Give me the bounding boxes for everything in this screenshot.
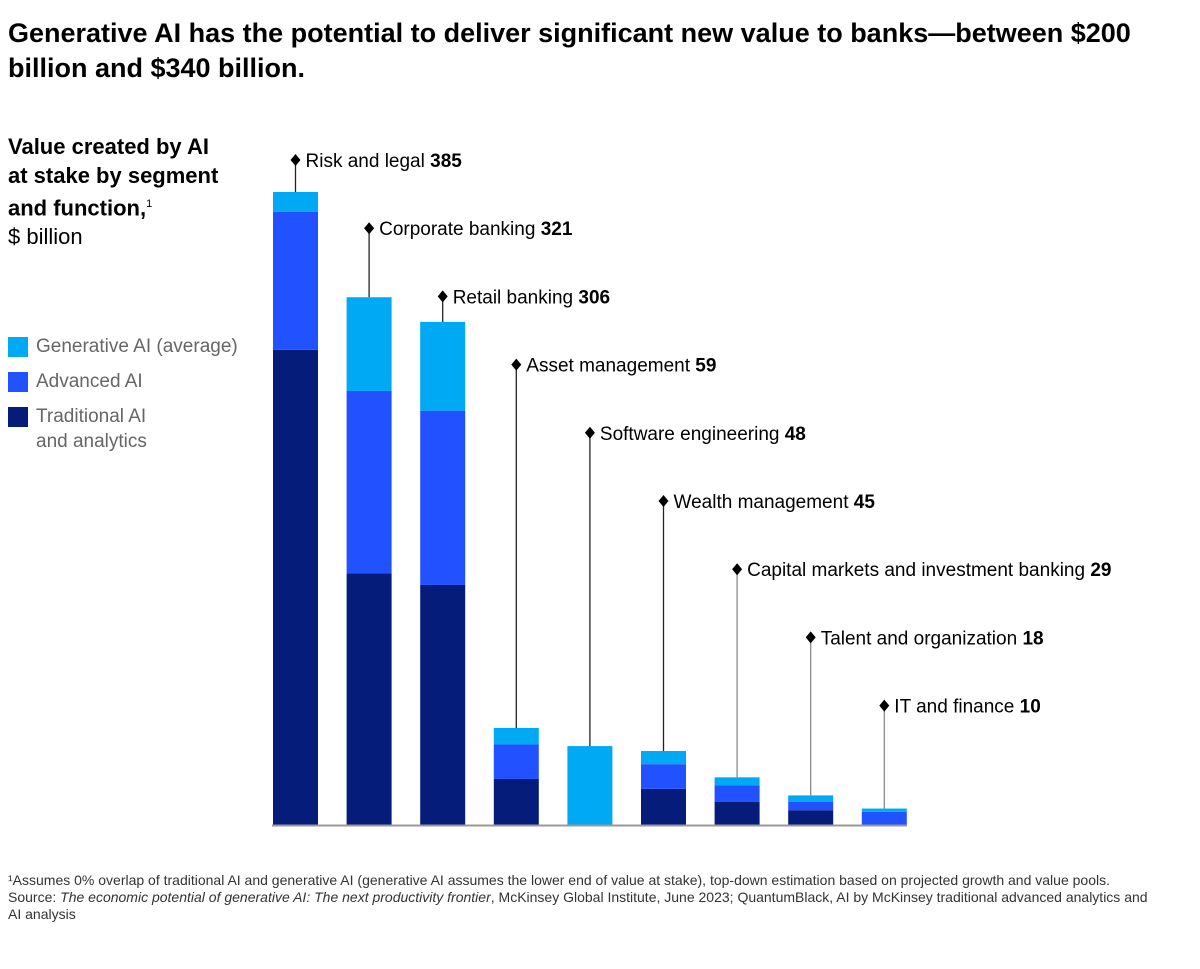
bar-segment xyxy=(861,811,907,825)
legend-swatch xyxy=(8,407,28,427)
bar-segment xyxy=(273,192,318,212)
category-name: Risk and legal xyxy=(306,151,431,172)
source-title: The economic potential of generative AI:… xyxy=(60,889,491,905)
bar-segment xyxy=(420,321,466,411)
category-total: 18 xyxy=(1022,628,1043,649)
bar-segment xyxy=(714,777,760,786)
category-name: Asset management xyxy=(526,356,695,377)
diamond-marker-icon xyxy=(511,358,522,371)
y-axis-title: Value created by AI at stake by segment … xyxy=(8,132,228,251)
category-name: Talent and organization xyxy=(821,628,1023,649)
category-label: Wealth management 45 xyxy=(674,492,876,513)
y-title-bold: Value created by AI at stake by segment … xyxy=(8,134,219,221)
category-name: IT and finance xyxy=(894,697,1019,718)
category-total: 385 xyxy=(430,151,462,172)
category-label: Asset management 59 xyxy=(526,356,716,377)
bar-segment xyxy=(641,764,686,789)
diamond-marker-icon xyxy=(290,154,301,166)
category-total: 321 xyxy=(541,219,573,240)
source-prefix: Source: xyxy=(8,889,61,905)
bar-segment xyxy=(346,297,392,391)
diamond-marker-icon xyxy=(437,290,448,303)
bar-segment xyxy=(788,801,834,811)
legend: Generative AI (average) Advanced AI Trad… xyxy=(8,334,238,464)
bar-segment xyxy=(714,785,760,802)
bar-segment xyxy=(493,727,539,745)
bar-segment xyxy=(641,751,686,765)
footnote-marker: 1 xyxy=(146,198,153,210)
legend-swatch xyxy=(8,372,28,392)
footnote-note: ¹Assumes 0% overlap of traditional AI an… xyxy=(8,872,1110,888)
bar-segment xyxy=(714,801,760,825)
bar-segment xyxy=(567,746,613,825)
category-label: IT and finance 10 xyxy=(894,697,1041,718)
diamond-marker-icon xyxy=(732,563,743,576)
category-label: Corporate banking 321 xyxy=(379,219,573,240)
category-total: 306 xyxy=(578,287,610,308)
category-label: Risk and legal 385 xyxy=(306,151,463,172)
bar-segment xyxy=(420,584,466,825)
legend-swatch xyxy=(8,337,28,357)
legend-label: Generative AI (average) xyxy=(36,336,238,357)
category-name: Wealth management xyxy=(674,492,854,513)
category-label: Capital markets and investment banking 2… xyxy=(747,560,1111,581)
legend-label: Advanced AI xyxy=(36,371,143,392)
bar-segment xyxy=(420,410,466,585)
category-total: 48 xyxy=(785,424,806,445)
bar-segment xyxy=(493,744,539,779)
legend-label: Traditional AI xyxy=(36,406,147,427)
bar-segment xyxy=(273,211,318,350)
category-name: Corporate banking xyxy=(379,219,541,240)
bar-segment xyxy=(346,573,392,825)
diamond-marker-icon xyxy=(364,222,375,235)
legend-item-generative: Generative AI (average) xyxy=(8,334,238,359)
category-name: Capital markets and investment banking xyxy=(747,560,1090,581)
source-rest: , McKinsey Global Institute, June 2023; … xyxy=(8,889,1148,922)
legend-item-traditional: Traditional AI and analytics xyxy=(8,404,238,454)
footnote: ¹Assumes 0% overlap of traditional AI an… xyxy=(8,872,1158,923)
bar-segment xyxy=(346,390,392,574)
category-label: Talent and organization 18 xyxy=(821,628,1044,649)
diamond-marker-icon xyxy=(805,631,816,644)
category-total: 45 xyxy=(854,492,876,513)
legend-item-advanced: Advanced AI xyxy=(8,369,238,394)
chart-title: Generative AI has the potential to deliv… xyxy=(8,18,1131,83)
bar-segment xyxy=(788,795,834,802)
category-label: Retail banking 306 xyxy=(453,287,610,308)
category-total: 29 xyxy=(1090,560,1111,581)
bar-segment xyxy=(861,808,907,812)
y-unit: $ billion xyxy=(8,224,83,250)
diamond-marker-icon xyxy=(879,699,890,712)
bar-segment xyxy=(493,778,539,825)
bar-segment xyxy=(641,788,686,825)
bar-segment xyxy=(788,810,834,825)
category-name: Software engineering xyxy=(600,424,785,445)
bar-segment xyxy=(273,349,318,825)
legend-label-line2: and analytics xyxy=(36,431,147,452)
category-total: 10 xyxy=(1020,697,1041,718)
diamond-marker-icon xyxy=(584,426,595,439)
category-total: 59 xyxy=(695,356,716,377)
category-label: Software engineering 48 xyxy=(600,424,806,445)
diamond-marker-icon xyxy=(658,495,669,507)
footnote-source: Source: The economic potential of genera… xyxy=(8,889,1158,923)
category-name: Retail banking xyxy=(453,287,579,308)
